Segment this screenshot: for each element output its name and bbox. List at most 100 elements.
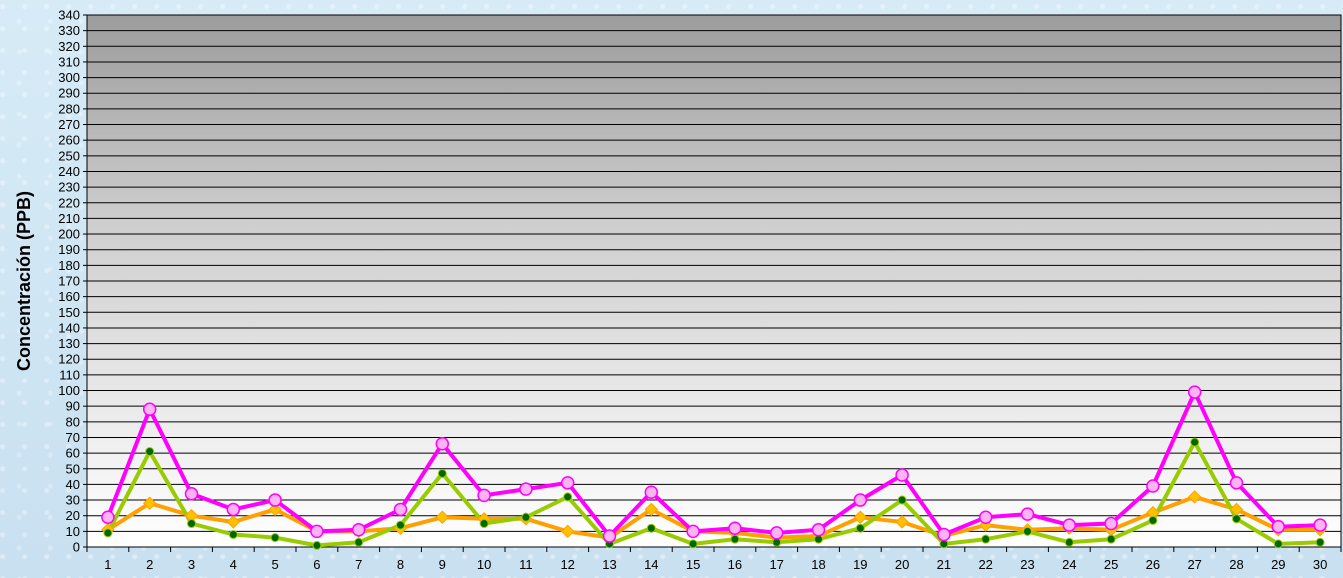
data-point (1146, 479, 1160, 493)
y-tick-label: 140 (58, 320, 80, 335)
data-point (1020, 507, 1035, 521)
data-point (1315, 537, 1325, 547)
x-tick-label: 25 (1104, 557, 1118, 572)
x-tick-label: 3 (188, 557, 195, 572)
y-tick-label: 180 (58, 258, 80, 273)
data-point (435, 510, 450, 524)
y-tick-label: 120 (58, 352, 80, 367)
data-point (937, 527, 951, 542)
y-tick-label: 320 (58, 39, 80, 54)
data-point (728, 521, 742, 535)
x-tick-label: 24 (1062, 557, 1076, 572)
y-tick-label: 170 (58, 274, 80, 289)
y-tick-label: 60 (66, 446, 80, 461)
x-tick-label: 21 (937, 557, 951, 572)
data-point (1148, 515, 1158, 525)
x-tick-label: 5 (271, 557, 278, 572)
y-tick-label: 290 (58, 86, 80, 101)
data-point (1229, 476, 1244, 490)
x-tick-label: 4 (230, 557, 237, 572)
x-tick-label: 14 (644, 557, 658, 572)
data-point (853, 510, 868, 524)
data-point (895, 468, 909, 482)
x-tick-label: 26 (1146, 557, 1160, 572)
data-point (519, 482, 533, 496)
data-point (142, 402, 157, 417)
x-tick-label: 22 (978, 557, 992, 572)
data-point (1064, 537, 1074, 547)
data-point (226, 502, 241, 517)
data-point (1232, 514, 1241, 524)
data-point (310, 524, 324, 539)
data-point (1190, 437, 1200, 447)
x-tick-label: 12 (560, 557, 574, 572)
data-point (187, 519, 196, 529)
x-tick-label: 29 (1271, 557, 1285, 572)
x-tick-label: 17 (769, 557, 783, 572)
data-point (563, 492, 573, 502)
x-axis-ticks: 1 2 3 4 5 6 7 8 9 10 11 12 13 14 15 16 17 18 19 20 21 22 23 24 2… (86, 547, 1342, 572)
series-lines (106, 390, 1321, 548)
y-axis-title: Concentración (PPB) (14, 191, 34, 371)
data-point (978, 510, 993, 525)
data-point (560, 524, 575, 539)
data-point (853, 493, 868, 507)
y-tick-label: 280 (58, 101, 80, 116)
data-point (396, 520, 405, 530)
data-point (477, 488, 491, 503)
series-line-1 (106, 390, 1321, 538)
y-tick-label: 70 (66, 430, 80, 445)
y-tick-label: 110 (59, 367, 80, 382)
data-point (1187, 385, 1202, 399)
data-point (521, 512, 531, 522)
data-point (686, 524, 700, 539)
data-point (1187, 490, 1202, 504)
data-point (1104, 516, 1118, 531)
y-tick-label: 190 (58, 242, 80, 257)
y-tick-label: 230 (58, 180, 80, 195)
data-point (1271, 519, 1286, 534)
x-tick-label: 23 (1020, 557, 1034, 572)
data-point (1273, 539, 1283, 549)
x-tick-label: 8 (397, 557, 404, 572)
x-tick-label: 11 (519, 557, 533, 572)
y-tick-label: 50 (66, 461, 80, 476)
x-tick-label: 27 (1187, 557, 1201, 572)
data-point (730, 534, 740, 544)
data-point (688, 539, 698, 549)
x-tick-label: 19 (853, 557, 867, 572)
x-tick-label: 30 (1313, 557, 1327, 572)
y-axis-ticks: 0102030405060708090100110120130140150160… (58, 8, 87, 555)
x-tick-label: 1 (104, 557, 111, 572)
data-point (184, 487, 199, 501)
y-tick-label: 340 (58, 8, 80, 23)
data-point (142, 496, 157, 510)
x-tick-label: 10 (477, 557, 491, 572)
y-tick-label: 30 (66, 493, 80, 508)
data-point (268, 493, 282, 507)
x-tick-label: 20 (895, 557, 909, 572)
data-point (769, 526, 784, 540)
y-tick-label: 20 (66, 508, 80, 523)
x-tick-label: 2 (146, 557, 153, 572)
data-point (560, 476, 575, 490)
x-tick-label: 7 (355, 557, 362, 572)
y-tick-label: 150 (58, 305, 80, 320)
x-tick-label: 6 (313, 557, 320, 572)
series-line-3 (106, 440, 1321, 548)
x-tick-label: 16 (728, 557, 742, 572)
data-point (103, 528, 113, 538)
data-point (435, 436, 450, 451)
y-tick-label: 310 (58, 54, 80, 69)
x-tick-label: 15 (686, 557, 700, 572)
x-tick-label: 13 (602, 557, 616, 572)
y-tick-label: 240 (58, 164, 80, 179)
y-tick-label: 220 (58, 195, 80, 210)
data-point (354, 537, 364, 547)
data-point (226, 515, 241, 529)
y-tick-label: 270 (58, 117, 80, 132)
data-point (1313, 518, 1327, 532)
y-tick-label: 40 (66, 477, 80, 492)
